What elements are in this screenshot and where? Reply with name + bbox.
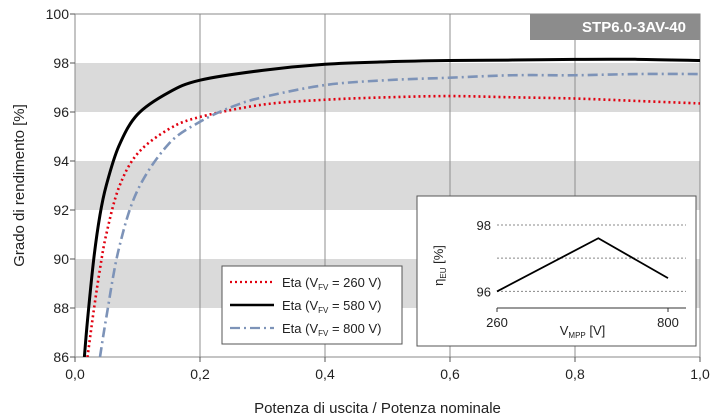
model-badge	[530, 14, 700, 40]
y-tick-label: 88	[53, 300, 69, 316]
series-line-0	[86, 94, 700, 357]
inset-panel	[416, 195, 697, 347]
inset-series-line	[496, 237, 669, 293]
legend-label-1: Eta (VFV = 580 V)	[282, 298, 381, 315]
inset-x-tick-label: 800	[657, 315, 679, 330]
y-tick-label: 92	[53, 202, 69, 218]
inset-x-tick-label: 260	[486, 315, 508, 330]
y-tick-label: 94	[53, 153, 69, 169]
plot-frame	[74, 13, 701, 358]
grid-band	[75, 63, 700, 112]
x-tick-label: 0,0	[65, 366, 85, 382]
legend-label-0: Eta (VFV = 260 V)	[282, 275, 381, 292]
y-tick-label: 96	[53, 104, 69, 120]
inset-y-tick-label: 98	[477, 218, 491, 233]
y-tick-label: 100	[46, 6, 70, 22]
x-tick-label: 0,4	[315, 366, 335, 382]
series-line-1	[82, 57, 700, 357]
inset-y-tick-label: 96	[477, 284, 491, 299]
legend-label-2: Eta (VFV = 800 V)	[282, 321, 381, 338]
x-axis-title: Potenza di uscita / Potenza nominale	[254, 400, 501, 417]
inset-y-axis-title: ηEU [%]	[431, 245, 448, 286]
x-tick-label: 0,2	[190, 366, 210, 382]
inset-plot: 96 98 260 800 VMPP [V] ηEU [%]	[416, 195, 697, 347]
y-tick-label: 90	[53, 251, 69, 267]
y-tick-label: 98	[53, 55, 69, 71]
y-axis-title: Grado di rendimento [%]	[11, 104, 28, 267]
y-tick-label: 86	[53, 349, 69, 365]
x-tick-label: 0,6	[440, 366, 460, 382]
series-line-2	[98, 72, 700, 357]
x-tick-label: 0,8	[565, 366, 585, 382]
x-tick-label: 1,0	[690, 366, 710, 382]
model-badge-label: STP6.0-3AV-40	[582, 19, 686, 36]
inset-x-axis-title: VMPP [V]	[560, 323, 606, 340]
